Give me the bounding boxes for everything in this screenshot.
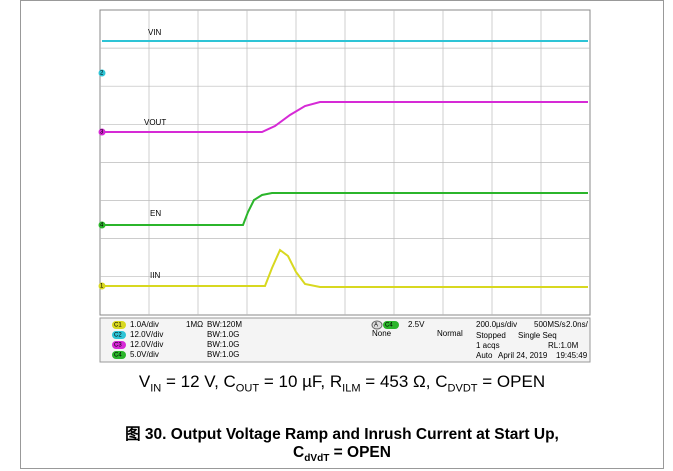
text: = 12 V, (161, 372, 223, 391)
rate: 500MS/s (534, 320, 566, 329)
badge-label: C2 (114, 333, 122, 339)
time: 19:45:49 (556, 351, 588, 360)
trace-label: IIN (150, 271, 160, 280)
timebase: 200.0µs/div (476, 320, 517, 329)
symbol: C (224, 372, 236, 391)
subscript: OUT (236, 382, 259, 394)
subscript: IN (150, 382, 161, 394)
subscript: dVdT (304, 453, 329, 464)
sequence: Single Seq (518, 331, 557, 340)
coupling: 1MΩ (186, 320, 203, 329)
symbol: R (330, 372, 342, 391)
acqs: 1 acqs (476, 341, 500, 350)
state: Stopped (476, 331, 506, 340)
page: VIN VOUT EN IIN 2 3 4 1 C11.0A/div1MΩBW:… (0, 0, 673, 471)
bandwidth: BW:1.0G (207, 330, 239, 339)
text: = 10 µF, (259, 372, 330, 391)
bandwidth: BW:120M (207, 320, 242, 329)
trigger-mode: Normal (437, 329, 463, 338)
bandwidth: BW:1.0G (207, 340, 239, 349)
symbol: C (435, 372, 447, 391)
bandwidth: BW:1.0G (207, 350, 239, 359)
scale: 1.0A/div (130, 320, 159, 329)
badge-label: C3 (114, 343, 122, 349)
trace-label: VOUT (144, 118, 166, 127)
text: = 453 Ω, (361, 372, 436, 391)
trigger-level: 2.5V (408, 320, 425, 329)
record: RL:1.0M (548, 341, 579, 350)
date: April 24, 2019 (498, 351, 548, 360)
conditions: VIN = 12 V, COUT = 10 µF, RILM = 453 Ω, … (20, 372, 664, 394)
trigger-source: A (374, 323, 378, 329)
symbol: C (293, 444, 304, 461)
badge-label: C1 (114, 323, 122, 329)
figure-title-line2: CdVdT = OPEN (20, 444, 664, 464)
text: = OPEN (329, 444, 391, 461)
trace-label: VIN (148, 28, 162, 37)
subscript: ILM (342, 382, 360, 394)
trigger-type: None (372, 329, 392, 338)
badge-label: C4 (114, 353, 122, 359)
scale: 12.0V/div (130, 330, 163, 339)
trigger-channel: C4 (385, 323, 393, 329)
text: = OPEN (478, 372, 546, 391)
trigger-mode: Auto (476, 351, 493, 360)
symbol: V (139, 372, 150, 391)
resolution: 2.0ns/ (566, 320, 589, 329)
trace-label: EN (150, 209, 161, 218)
scale: 5.0V/div (130, 350, 159, 359)
figure-title: 图 30. Output Voltage Ramp and Inrush Cur… (20, 422, 664, 444)
scale: 12.0V/div (130, 340, 163, 349)
subscript: DVDT (447, 382, 477, 394)
